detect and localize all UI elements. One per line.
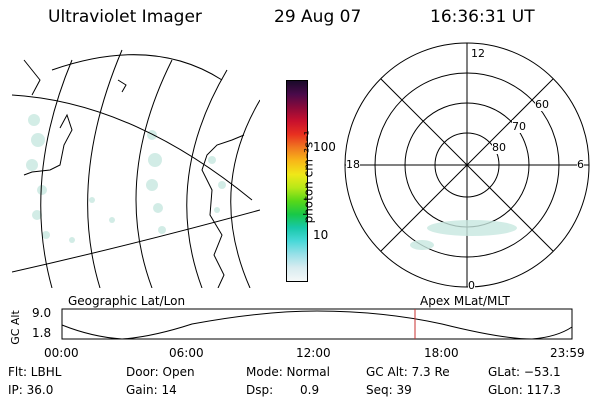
colorbar-tick-10: 10 <box>313 228 329 242</box>
polar-label-0: 0 <box>468 279 475 292</box>
filter-info: Flt: LBHL <box>8 365 62 379</box>
geographic-map <box>12 49 260 288</box>
polar-emission-speckle <box>410 220 517 250</box>
timeline-ylabel: GC Alt <box>8 310 22 345</box>
timeline-xtick-1200: 12:00 <box>296 346 331 360</box>
colorbar-unit-label: photon cm⁻²s⁻¹ <box>301 130 316 224</box>
door-info: Door: Open <box>126 365 195 379</box>
polar-label-6: 6 <box>577 158 584 171</box>
mode-info: Mode: Normal <box>246 365 330 379</box>
glon-info: GLon: 117.3 <box>488 383 561 397</box>
glat-info: GLat: −53.1 <box>488 365 561 379</box>
date-label: 29 Aug 07 <box>274 7 362 27</box>
timeline-ytick-1.8: 1.8 <box>32 326 52 340</box>
ip-info: IP: 36.0 <box>8 383 54 397</box>
timeline-left-label: Geographic Lat/Lon <box>68 294 186 308</box>
polar-label-60: 60 <box>535 98 549 111</box>
polar-label-12: 12 <box>471 47 485 60</box>
colorbar-tick-100: 100 <box>313 140 336 154</box>
timeline-ytick-9: 9.0 <box>32 306 52 320</box>
polar-label-18: 18 <box>346 158 360 171</box>
time-label: 16:36:31 UT <box>430 7 535 27</box>
polar-label-80: 80 <box>492 141 506 154</box>
instrument-title: Ultraviolet Imager <box>48 7 202 27</box>
timeline-xtick-2359: 23:59 <box>550 346 585 360</box>
dsp-label: Dsp: <box>246 383 274 397</box>
emission-speckle <box>26 114 226 243</box>
dsp-value: 0.9 <box>300 383 320 397</box>
gc-alt-info: GC Alt: 7.3 Re <box>366 365 450 379</box>
timeline-xtick-1800: 18:00 <box>424 346 459 360</box>
timeline-right-label: Apex MLat/MLT <box>420 294 510 308</box>
timeline-plot <box>61 308 573 340</box>
seq-info: Seq: 39 <box>366 383 412 397</box>
polar-label-70: 70 <box>512 120 526 133</box>
colorbar <box>286 80 308 282</box>
timeline-xtick-0600: 06:00 <box>169 346 204 360</box>
polar-plot <box>344 42 590 288</box>
gain-info: Gain: 14 <box>126 383 177 397</box>
timeline-xtick-0000: 00:00 <box>44 346 79 360</box>
